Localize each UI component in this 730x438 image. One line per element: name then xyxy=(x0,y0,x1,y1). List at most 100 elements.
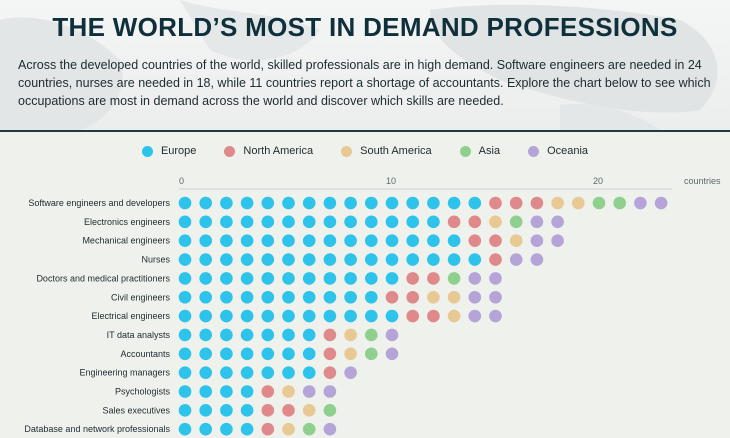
dot-europe[interactable] xyxy=(261,234,275,247)
dot-europe[interactable] xyxy=(178,366,192,379)
dot-europe[interactable] xyxy=(344,215,357,229)
dot-europe[interactable] xyxy=(220,253,233,266)
dot-oceania[interactable] xyxy=(530,234,544,247)
dot-europe[interactable] xyxy=(240,404,254,417)
dot-oceania[interactable] xyxy=(385,347,399,361)
dot-oceania[interactable] xyxy=(323,385,337,398)
dot-europe[interactable] xyxy=(199,196,212,210)
dot-europe[interactable] xyxy=(240,290,254,304)
dot-europe[interactable] xyxy=(240,422,254,436)
dot-europe[interactable] xyxy=(427,234,440,247)
dot-europe[interactable] xyxy=(385,196,399,210)
dot-oceania[interactable] xyxy=(489,272,502,285)
dot-north-america[interactable] xyxy=(406,309,420,323)
dot-europe[interactable] xyxy=(365,196,378,210)
dot-south-america[interactable] xyxy=(302,404,316,417)
dot-asia[interactable] xyxy=(365,328,378,342)
dot-europe[interactable] xyxy=(406,196,420,210)
dot-europe[interactable] xyxy=(178,215,192,229)
dot-europe[interactable] xyxy=(282,328,295,342)
dot-south-america[interactable] xyxy=(489,215,502,229)
dot-europe[interactable] xyxy=(199,404,212,417)
dot-europe[interactable] xyxy=(447,234,461,247)
dot-europe[interactable] xyxy=(220,347,233,361)
dot-europe[interactable] xyxy=(323,253,337,266)
dot-oceania[interactable] xyxy=(468,290,482,304)
dot-asia[interactable] xyxy=(592,196,606,210)
dot-oceania[interactable] xyxy=(530,253,544,266)
dot-europe[interactable] xyxy=(365,234,378,247)
dot-europe[interactable] xyxy=(385,272,399,285)
dot-europe[interactable] xyxy=(427,253,440,266)
dot-europe[interactable] xyxy=(199,272,212,285)
dot-asia[interactable] xyxy=(365,347,378,361)
dot-europe[interactable] xyxy=(344,290,357,304)
dot-europe[interactable] xyxy=(385,234,399,247)
dot-europe[interactable] xyxy=(220,309,233,323)
dot-north-america[interactable] xyxy=(406,272,420,285)
dot-europe[interactable] xyxy=(240,234,254,247)
dot-europe[interactable] xyxy=(302,347,316,361)
dot-europe[interactable] xyxy=(240,272,254,285)
dot-europe[interactable] xyxy=(199,234,212,247)
dot-europe[interactable] xyxy=(282,290,295,304)
dot-europe[interactable] xyxy=(385,215,399,229)
dot-oceania[interactable] xyxy=(551,215,564,229)
dot-south-america[interactable] xyxy=(427,290,440,304)
dot-europe[interactable] xyxy=(282,272,295,285)
dot-europe[interactable] xyxy=(178,272,192,285)
dot-south-america[interactable] xyxy=(447,309,461,323)
dot-europe[interactable] xyxy=(178,309,192,323)
dot-europe[interactable] xyxy=(240,196,254,210)
dot-europe[interactable] xyxy=(178,290,192,304)
dot-europe[interactable] xyxy=(302,253,316,266)
dot-south-america[interactable] xyxy=(572,196,585,210)
dot-north-america[interactable] xyxy=(509,196,523,210)
dot-europe[interactable] xyxy=(178,422,192,436)
dot-europe[interactable] xyxy=(282,253,295,266)
dot-europe[interactable] xyxy=(406,215,420,229)
dot-europe[interactable] xyxy=(261,290,275,304)
dot-europe[interactable] xyxy=(178,328,192,342)
dot-north-america[interactable] xyxy=(530,196,544,210)
dot-europe[interactable] xyxy=(178,253,192,266)
dot-europe[interactable] xyxy=(365,290,378,304)
dot-south-america[interactable] xyxy=(447,290,461,304)
dot-south-america[interactable] xyxy=(344,328,357,342)
dot-europe[interactable] xyxy=(344,253,357,266)
dot-europe[interactable] xyxy=(261,272,275,285)
dot-europe[interactable] xyxy=(323,234,337,247)
dot-europe[interactable] xyxy=(302,309,316,323)
dot-europe[interactable] xyxy=(261,215,275,229)
dot-europe[interactable] xyxy=(178,347,192,361)
dot-europe[interactable] xyxy=(447,253,461,266)
dot-oceania[interactable] xyxy=(468,272,482,285)
dot-europe[interactable] xyxy=(240,253,254,266)
dot-europe[interactable] xyxy=(302,328,316,342)
dot-europe[interactable] xyxy=(282,234,295,247)
dot-north-america[interactable] xyxy=(323,328,337,342)
dot-europe[interactable] xyxy=(240,309,254,323)
dot-asia[interactable] xyxy=(302,422,316,436)
dot-south-america[interactable] xyxy=(282,385,295,398)
dot-europe[interactable] xyxy=(302,290,316,304)
dot-asia[interactable] xyxy=(447,272,461,285)
dot-europe[interactable] xyxy=(427,215,440,229)
dot-north-america[interactable] xyxy=(489,196,502,210)
dot-europe[interactable] xyxy=(302,234,316,247)
dot-europe[interactable] xyxy=(323,272,337,285)
dot-europe[interactable] xyxy=(199,347,212,361)
dot-europe[interactable] xyxy=(261,196,275,210)
legend-item-europe[interactable]: Europe xyxy=(141,145,196,157)
dot-europe[interactable] xyxy=(199,328,212,342)
dot-europe[interactable] xyxy=(344,234,357,247)
dot-europe[interactable] xyxy=(302,366,316,379)
dot-europe[interactable] xyxy=(261,309,275,323)
dot-europe[interactable] xyxy=(323,196,337,210)
legend-item-south-america[interactable]: South America xyxy=(341,145,432,157)
dot-south-america[interactable] xyxy=(551,196,564,210)
dot-oceania[interactable] xyxy=(344,366,357,379)
dot-europe[interactable] xyxy=(220,328,233,342)
dot-south-america[interactable] xyxy=(344,347,357,361)
dot-europe[interactable] xyxy=(282,366,295,379)
